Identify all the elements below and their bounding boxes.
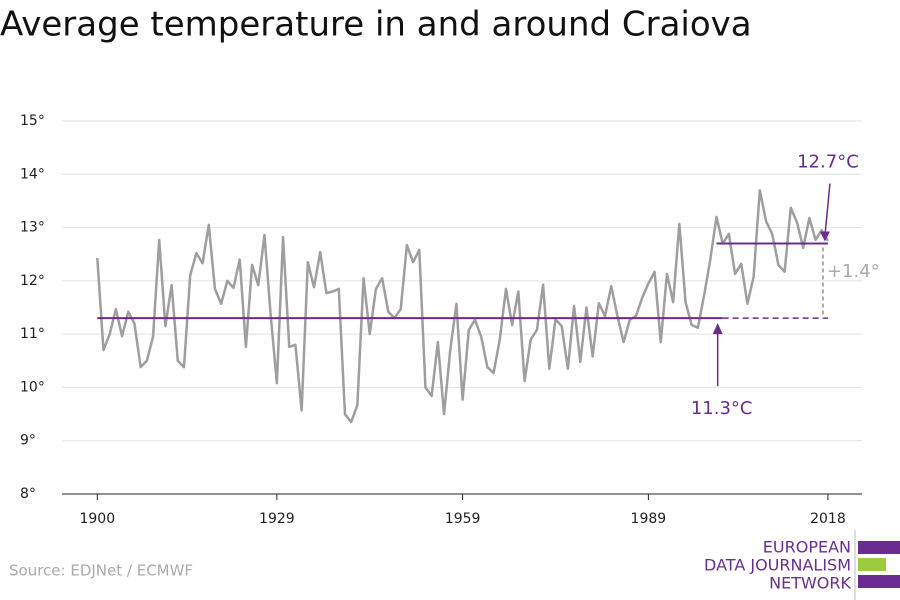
y-tick-label: 9° <box>20 433 36 449</box>
logo-bar <box>858 575 900 588</box>
logo-text: DATA JOURNALISM <box>704 556 851 575</box>
annotation-label: 11.3°C <box>691 398 753 419</box>
x-tick-label: 1959 <box>445 511 481 527</box>
logo: EUROPEAN DATA JOURNALISM NETWORK <box>704 530 900 600</box>
y-tick-label: 15° <box>20 113 45 129</box>
x-tick-label: 2018 <box>810 511 846 527</box>
y-tick-label: 12° <box>20 273 45 289</box>
x-tick-label: 1900 <box>79 511 115 527</box>
logo-text: EUROPEAN <box>763 538 851 557</box>
y-tick-label: 14° <box>20 166 45 182</box>
x-tick-label: 1929 <box>259 511 295 527</box>
arrow-head <box>712 323 723 335</box>
chart-title: Average temperature in and around Craiov… <box>0 5 752 45</box>
y-tick-label: 11° <box>20 326 45 342</box>
annotation-arrow <box>824 183 831 236</box>
y-tick-label: 10° <box>20 379 45 395</box>
x-tick-label: 1989 <box>631 511 667 527</box>
difference-label: +1.4° <box>827 261 880 282</box>
y-tick-label: 13° <box>20 220 45 236</box>
source: Source: EDJNet / ECMWF <box>9 562 193 580</box>
arrow-head <box>819 231 830 242</box>
logo-bar <box>858 541 900 554</box>
logo-text: NETWORK <box>769 574 851 593</box>
annotation-label: 12.7°C <box>797 152 859 173</box>
logo-bar <box>858 558 886 571</box>
temperature-line <box>96 189 830 424</box>
y-tick-label: 8° <box>20 486 36 502</box>
